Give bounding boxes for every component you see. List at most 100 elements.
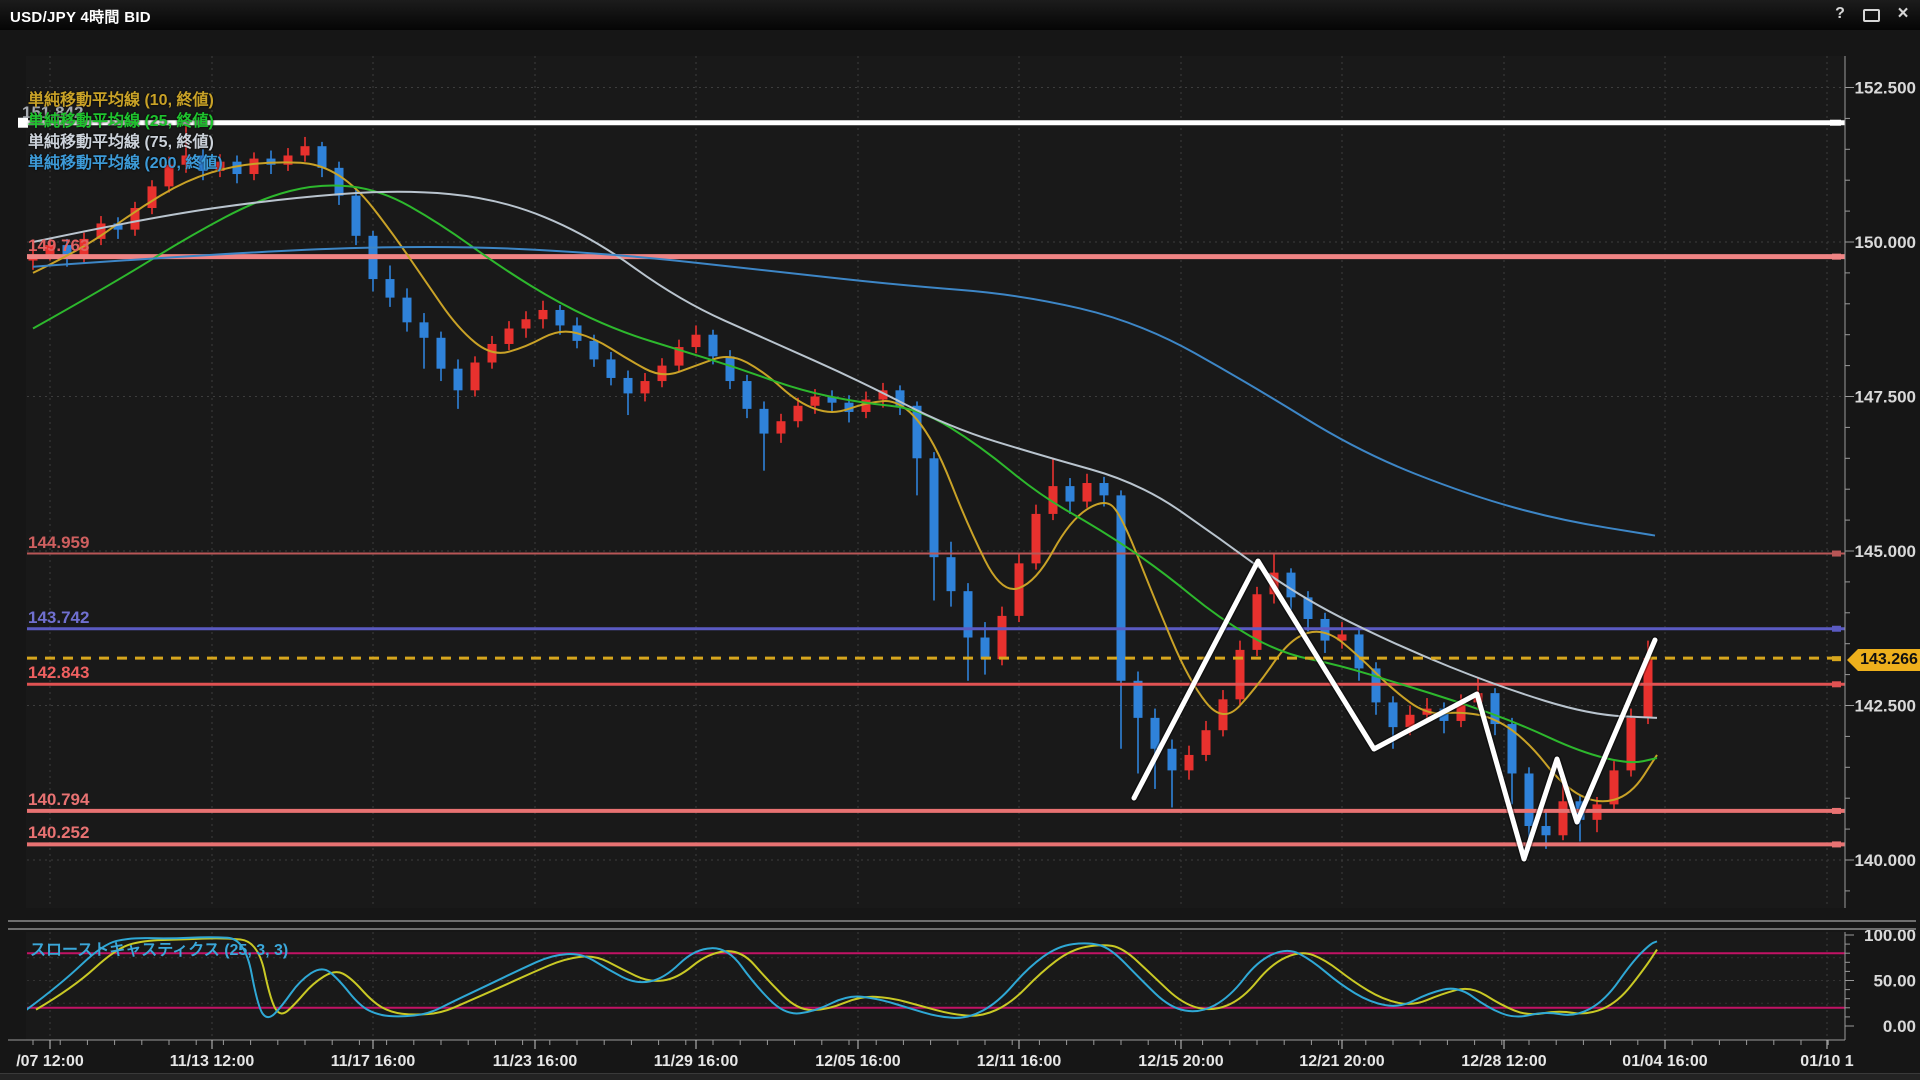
ma-line-200 xyxy=(32,245,1656,537)
candle-body xyxy=(997,615,1007,660)
ma-line-10 xyxy=(32,161,1658,803)
price-axis-label: 147.500 xyxy=(1855,388,1916,407)
candle-body xyxy=(453,368,463,391)
candle-body xyxy=(1099,483,1109,496)
candle-body xyxy=(1184,754,1194,771)
candle-body xyxy=(436,337,446,369)
candle-body xyxy=(1116,495,1126,681)
stoch-plot-background[interactable] xyxy=(26,932,1845,1040)
maximize-icon[interactable] xyxy=(1863,9,1880,22)
candle-body xyxy=(1303,597,1313,619)
close-button[interactable]: × xyxy=(1897,3,1909,24)
ma-legend-item-3[interactable]: 単純移動平均線 (75, 終値) xyxy=(28,134,214,151)
stoch-axis-label: 0.00 xyxy=(1883,1017,1916,1036)
candle-body xyxy=(96,223,106,239)
candle-body xyxy=(810,396,820,406)
candle-body xyxy=(1201,730,1211,755)
white-line-price-label: 151.842 xyxy=(22,103,84,122)
time-axis-label: 12/15 20:00 xyxy=(1138,1053,1224,1070)
candle-body xyxy=(640,381,650,394)
candle-body xyxy=(725,356,735,382)
candle-body xyxy=(1031,513,1041,564)
horizontal-lines xyxy=(18,117,1845,848)
candle-body xyxy=(1150,717,1160,749)
time-axis-label: 12/28 12:00 xyxy=(1461,1053,1547,1070)
price-axis-label: 142.500 xyxy=(1855,697,1916,716)
candle-body xyxy=(470,362,480,391)
title-bar: USD/JPY 4時間 BID ? × xyxy=(0,0,1920,31)
time-axis-label: 01/10 1 xyxy=(1800,1053,1853,1070)
candle-body xyxy=(130,208,140,230)
candle-body xyxy=(1388,702,1398,728)
candle-body xyxy=(334,167,344,196)
candle-body xyxy=(793,405,803,422)
stoch-axis-label: 100.00 xyxy=(1864,926,1916,945)
candle-body xyxy=(504,328,514,344)
panel-splitter-bottom[interactable] xyxy=(8,928,1916,930)
candle-body xyxy=(521,319,531,329)
candle-body xyxy=(538,309,548,320)
candle-body xyxy=(844,402,854,412)
candle-body xyxy=(946,557,956,592)
candle-body xyxy=(79,238,89,258)
axis-marker xyxy=(1832,550,1841,557)
price-axis-label: 140.000 xyxy=(1855,851,1916,870)
gridlines xyxy=(27,56,1845,1040)
candle-body xyxy=(249,158,259,175)
candle-body xyxy=(742,381,752,409)
time-axis-label: 11/29 16:00 xyxy=(654,1053,739,1070)
moving-average-lines xyxy=(32,161,1658,803)
window-bottom-bar xyxy=(0,1073,1920,1080)
panel-splitter-top[interactable] xyxy=(8,920,1916,922)
candle-body xyxy=(980,637,990,660)
candle-body xyxy=(606,359,616,378)
candle-body xyxy=(1252,594,1262,650)
candle-body xyxy=(623,377,633,394)
candle-body xyxy=(266,158,276,165)
candle-body xyxy=(1405,714,1415,728)
candle-body xyxy=(45,245,55,255)
candle-body xyxy=(487,343,497,363)
current-price-tag: 143.266 xyxy=(1847,649,1920,671)
zigzag-drawing[interactable] xyxy=(1131,558,1658,862)
help-button[interactable]: ? xyxy=(1835,5,1845,22)
candle-body xyxy=(1337,634,1347,641)
stoch-axis-label: 50.00 xyxy=(1873,972,1916,991)
stochastic-lines xyxy=(27,936,1658,1019)
current-price-value: 143.266 xyxy=(1858,649,1920,671)
candle-body xyxy=(1558,801,1568,836)
candle-body xyxy=(1439,708,1449,721)
candle-body xyxy=(1014,563,1024,616)
candle-body xyxy=(215,161,225,171)
candle-body xyxy=(283,155,293,165)
axes[interactable] xyxy=(8,56,1854,1049)
candle-body xyxy=(708,334,718,357)
candle-body xyxy=(181,155,191,165)
time-axis-label: 11/13 12:00 xyxy=(170,1053,255,1070)
candle-body xyxy=(1235,649,1245,700)
stochastic-legend[interactable]: スローストキャスティクス (25, 3, 3) xyxy=(30,942,289,959)
candle-body xyxy=(1286,572,1296,598)
line-handle[interactable] xyxy=(18,117,28,128)
candle-body xyxy=(402,297,412,323)
candle-body xyxy=(1524,773,1534,827)
time-axis-label: 01/04 16:00 xyxy=(1622,1053,1708,1070)
candle-body xyxy=(1048,486,1058,514)
ma-legend-item-1[interactable]: 単純移動平均線 (10, 終値) xyxy=(28,92,214,109)
candle-body xyxy=(827,396,837,403)
candle-body xyxy=(1167,748,1177,771)
candle-body xyxy=(895,390,905,406)
stoch-k-line xyxy=(27,936,1658,1019)
candle-body xyxy=(759,408,769,434)
candle-body xyxy=(147,186,157,209)
time-axis-label: 12/05 16:00 xyxy=(815,1053,901,1070)
time-axis-label: /07 12:00 xyxy=(16,1053,84,1070)
price-line-label: 142.843 xyxy=(28,663,90,683)
candle-body xyxy=(912,405,922,459)
time-axis-label: 11/23 16:00 xyxy=(493,1053,578,1070)
ma-legend-item-4[interactable]: 単純移動平均線 (200, 終値) xyxy=(28,155,223,172)
ma-legend-item-2[interactable]: 単純移動平均線 (25, 終値) xyxy=(28,113,214,130)
candle-body xyxy=(300,146,310,156)
